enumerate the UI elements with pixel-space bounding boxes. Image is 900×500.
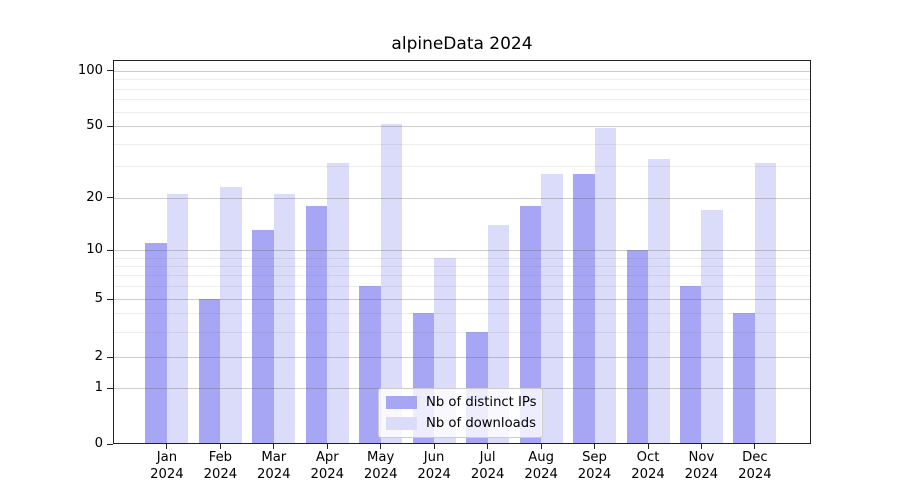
bar-nb-of-distinct-ips-jan-2024 bbox=[145, 242, 167, 443]
xtick-label-dec-2024: Dec 2024 bbox=[738, 450, 772, 482]
ytick-mark-5 bbox=[107, 298, 113, 300]
xtick-mark-apr-2024 bbox=[326, 444, 328, 449]
gridline-major-20 bbox=[114, 197, 810, 199]
ytick-label-0: 0 bbox=[94, 436, 103, 451]
xtick-mark-may-2024 bbox=[380, 444, 382, 449]
bar-nb-of-downloads-feb-2024 bbox=[220, 186, 242, 443]
ytick-label-50: 50 bbox=[86, 118, 103, 133]
bar-nb-of-downloads-oct-2024 bbox=[648, 158, 670, 443]
ytick-mark-2 bbox=[107, 356, 113, 358]
xtick-mark-jun-2024 bbox=[433, 444, 435, 449]
xtick-label-sep-2024: Sep 2024 bbox=[577, 450, 612, 482]
gridline-minor-8 bbox=[114, 265, 810, 267]
bar-nb-of-distinct-ips-sep-2024 bbox=[573, 174, 595, 443]
xtick-mark-jul-2024 bbox=[487, 444, 489, 449]
legend-label-distinct-ips: Nb of distinct IPs bbox=[426, 395, 537, 410]
gridline-minor-90 bbox=[114, 79, 810, 81]
bar-nb-of-downloads-mar-2024 bbox=[273, 193, 296, 443]
xtick-mark-nov-2024 bbox=[700, 444, 702, 449]
xtick-label-jan-2024: Jan 2024 bbox=[150, 450, 184, 482]
gridline-minor-80 bbox=[114, 88, 810, 90]
xtick-mark-feb-2024 bbox=[219, 444, 221, 449]
xtick-mark-aug-2024 bbox=[540, 444, 542, 449]
ytick-mark-100 bbox=[107, 70, 113, 72]
ytick-mark-20 bbox=[107, 197, 113, 199]
ytick-label-100: 100 bbox=[77, 62, 103, 78]
xtick-mark-sep-2024 bbox=[594, 444, 595, 449]
bar-nb-of-downloads-sep-2024 bbox=[594, 127, 616, 443]
xtick-label-jul-2024: Jul 2024 bbox=[470, 450, 505, 482]
gridline-minor-7 bbox=[114, 275, 810, 277]
ytick-mark-10 bbox=[107, 249, 113, 251]
bar-nb-of-distinct-ips-oct-2024 bbox=[626, 250, 648, 443]
xtick-label-oct-2024: Oct 2024 bbox=[631, 450, 665, 482]
gridline-major-2 bbox=[114, 357, 810, 359]
legend-swatch-downloads-icon bbox=[386, 417, 417, 430]
ytick-label-20: 20 bbox=[86, 189, 103, 205]
xtick-mark-dec-2024 bbox=[754, 444, 756, 449]
legend-label-downloads: Nb of downloads bbox=[426, 416, 536, 431]
gridline-minor-4 bbox=[114, 313, 810, 315]
bar-nb-of-downloads-aug-2024 bbox=[541, 174, 563, 443]
bar-nb-of-distinct-ips-mar-2024 bbox=[252, 230, 274, 443]
legend-swatch-distinct-ips-icon bbox=[386, 396, 417, 409]
gridline-minor-70 bbox=[114, 99, 810, 101]
gridline-minor-9 bbox=[114, 257, 810, 259]
gridline-minor-3 bbox=[114, 331, 810, 333]
xtick-label-mar-2024: Mar 2024 bbox=[257, 450, 291, 482]
legend: Nb of distinct IPs Nb of downloads bbox=[378, 388, 543, 438]
xtick-label-apr-2024: Apr 2024 bbox=[310, 450, 345, 482]
plot-area bbox=[113, 60, 811, 444]
xtick-label-may-2024: May 2024 bbox=[363, 450, 398, 482]
gridline-minor-40 bbox=[114, 143, 810, 145]
bar-nb-of-downloads-jan-2024 bbox=[166, 193, 189, 443]
xtick-label-feb-2024: Feb 2024 bbox=[203, 450, 238, 482]
ytick-mark-50 bbox=[107, 125, 113, 127]
bar-nb-of-distinct-ips-nov-2024 bbox=[679, 286, 702, 443]
gridline-major-50 bbox=[114, 126, 810, 127]
gridline-minor-30 bbox=[114, 166, 810, 167]
ytick-mark-1 bbox=[107, 387, 113, 389]
xtick-label-aug-2024: Aug 2024 bbox=[524, 450, 558, 482]
gridline-major-10 bbox=[114, 250, 810, 251]
bar-nb-of-distinct-ips-feb-2024 bbox=[198, 299, 221, 443]
bar-nb-of-distinct-ips-may-2024 bbox=[359, 286, 381, 443]
bar-nb-of-downloads-dec-2024 bbox=[754, 163, 777, 443]
xtick-label-nov-2024: Nov 2024 bbox=[684, 450, 719, 482]
xtick-mark-jan-2024 bbox=[166, 444, 168, 449]
gridline-major-5 bbox=[114, 299, 810, 301]
bar-nb-of-downloads-nov-2024 bbox=[701, 210, 723, 443]
gridline-major-100 bbox=[114, 70, 810, 72]
bar-nb-of-distinct-ips-dec-2024 bbox=[733, 313, 755, 443]
gridline-minor-60 bbox=[114, 111, 810, 113]
legend-item-distinct-ips: Nb of distinct IPs bbox=[386, 395, 537, 410]
bar-nb-of-downloads-apr-2024 bbox=[327, 163, 349, 443]
ytick-label-2: 2 bbox=[94, 349, 103, 365]
bar-nb-of-distinct-ips-apr-2024 bbox=[305, 205, 328, 443]
gridline-minor-6 bbox=[114, 286, 810, 288]
xtick-mark-mar-2024 bbox=[273, 444, 275, 449]
ytick-mark-0 bbox=[107, 443, 113, 445]
chart-title: alpineData 2024 bbox=[391, 34, 533, 54]
bar-nb-of-downloads-may-2024 bbox=[380, 124, 403, 443]
xtick-label-jun-2024: Jun 2024 bbox=[417, 450, 451, 482]
legend-item-downloads: Nb of downloads bbox=[386, 416, 536, 431]
xtick-mark-oct-2024 bbox=[647, 444, 649, 449]
ytick-label-10: 10 bbox=[86, 242, 103, 257]
bar-nb-of-distinct-ips-aug-2024 bbox=[519, 205, 542, 443]
ytick-label-1: 1 bbox=[94, 380, 103, 396]
ytick-label-5: 5 bbox=[94, 291, 103, 307]
